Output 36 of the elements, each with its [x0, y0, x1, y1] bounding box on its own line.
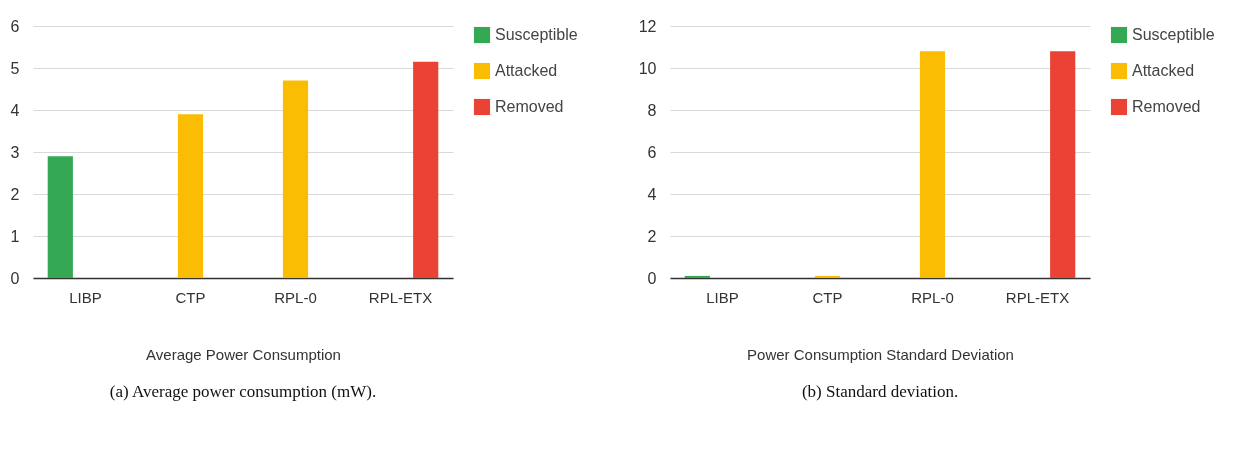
text: (b) Standard deviation. [801, 382, 959, 401]
legend-label: Attacked [495, 62, 558, 79]
x-tick-label: RPL-ETX [368, 288, 433, 306]
y-tick-label: 8 [647, 101, 657, 119]
legend-label: Removed [1132, 98, 1201, 115]
x-tick-label: RPL-ETX [1005, 288, 1070, 306]
legend-label: Removed [495, 98, 564, 115]
bar [413, 61, 439, 278]
x-tick-label: RPL-0 [911, 288, 954, 306]
y-tick-label: 5 [10, 59, 20, 77]
x-axis-title: Average Power Consumption [146, 345, 341, 363]
y-tick-label: 0 [10, 269, 20, 287]
legend-label: Susceptible [495, 26, 578, 43]
y-tick-label: 6 [10, 17, 20, 35]
y-tick-label: 12 [638, 17, 657, 35]
text: (a) Average power consumption (mW). [109, 382, 377, 401]
x-tick-label: CTP [175, 288, 206, 306]
bar [282, 80, 309, 278]
y-tick-label: 2 [647, 227, 657, 245]
y-tick-label: 10 [638, 59, 657, 77]
y-tick-label: 4 [10, 101, 20, 119]
x-axis-title: Power Consumption Standard Deviation [747, 345, 1014, 363]
y-tick-label: 2 [10, 185, 20, 203]
bar [177, 114, 204, 278]
x-tick-label: LIBP [706, 288, 739, 306]
y-tick-label: 4 [647, 185, 657, 203]
legend-label: Susceptible [1132, 26, 1215, 43]
y-tick-label: 0 [647, 269, 657, 287]
x-tick-label: LIBP [69, 288, 102, 306]
y-tick-label: 3 [10, 143, 20, 161]
x-tick-label: CTP [812, 288, 843, 306]
bar [47, 156, 73, 278]
x-tick-label: RPL-0 [274, 288, 317, 306]
y-tick-label: 6 [647, 143, 657, 161]
legend-label: Attacked [1132, 62, 1195, 79]
y-tick-label: 1 [10, 227, 20, 245]
